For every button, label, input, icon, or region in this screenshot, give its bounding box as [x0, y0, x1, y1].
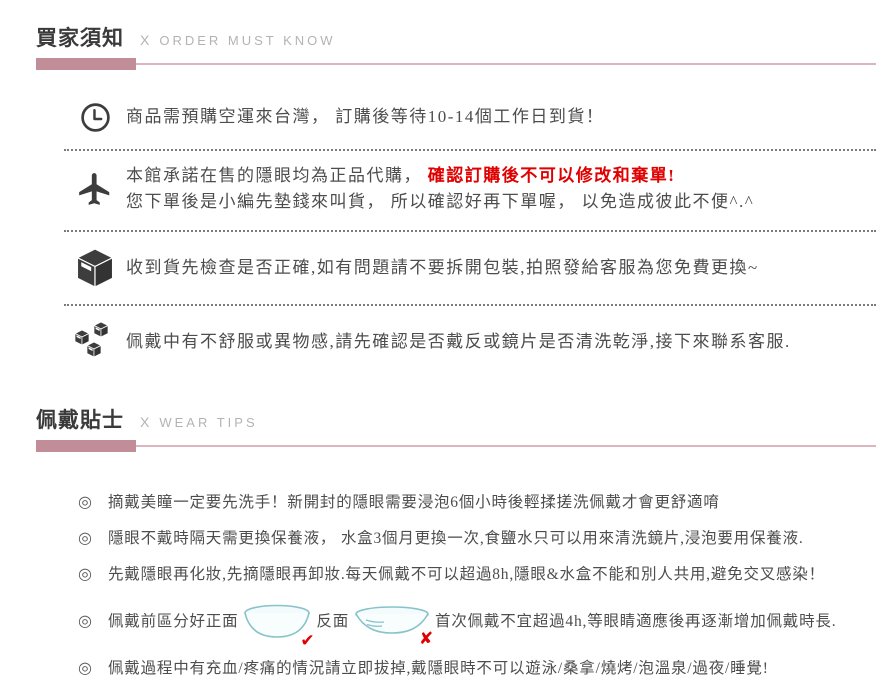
- notice-line1-black: 本館承諾在售的隱眼均為正品代購，: [126, 166, 428, 185]
- wear-tips-header: 佩戴貼士 X WEAR TIPS: [36, 404, 876, 452]
- notice-line2: 您下單後是小編先墊錢來叫貨， 所以確認好再下單喔， 以免造成彼此不便^.^: [126, 192, 755, 212]
- wear-tips-subtitle: WEAR TIPS: [159, 414, 258, 430]
- package-boxes-icon: [64, 321, 126, 362]
- tip-makeup-order: ◎ 先戴隱眼再化妝,先摘隱眼再卸妝.每天佩戴不可以超過8h,隱眼&水盒不能和別人…: [78, 562, 864, 588]
- notice-item-check-goods: 收到貨先檢查是否正確,如有問題請不要拆開包裝,拍照發給客服為您免費更換~: [64, 232, 876, 304]
- buyer-notice-section: 買家須知 X ORDER MUST KNOW 商品需預購空運來台灣， 訂購後等待…: [0, 22, 880, 378]
- clock-icon: [64, 101, 126, 134]
- double-circle-bullet: ◎: [78, 612, 92, 630]
- package-box-icon: [64, 248, 126, 287]
- tip4-text-after: 首次佩戴不宜超過4h,等眼睛適應後再逐漸增加佩戴時長.: [435, 613, 837, 631]
- tip-text: 先戴隱眼再化妝,先摘隱眼再卸妝.每天佩戴不可以超過8h,隱眼&水盒不能和別人共用…: [108, 566, 825, 584]
- lens-reverse-image: ✘: [352, 605, 433, 647]
- tip-text: 隱眼不戴時隔天需更換保養液， 水盒3個月更換一次,食鹽水只可以用來清洗鏡片,浸泡…: [108, 530, 804, 548]
- accent-bar: [36, 58, 876, 70]
- double-circle-bullet: ◎: [78, 493, 92, 511]
- dotted-divider: [64, 303, 876, 306]
- dotted-divider: [64, 229, 876, 232]
- accent-bar-thick: [36, 439, 136, 452]
- lens-front-image: ✔: [241, 603, 315, 649]
- buyer-notice-header: 買家須知 X ORDER MUST KNOW: [36, 22, 876, 70]
- dotted-divider: [64, 149, 876, 151]
- notice-item-shipping: 商品需預購空運來台灣， 訂購後等待10-14個工作日到貨！: [64, 86, 876, 149]
- notice-list: 商品需預購空運來台灣， 訂購後等待10-14個工作日到貨！ 本館承諾在售的隱眼均…: [64, 86, 876, 378]
- x-mark-icon: ✘: [418, 628, 435, 649]
- tip-text: 佩戴過程中有充血/疼痛的情況請立即拔掉,戴隱眼時不可以遊泳/桑拿/燒烤/泡溫泉/…: [108, 660, 769, 678]
- check-mark-icon: ✔: [300, 630, 316, 651]
- notice-line1-red-warning: 確認訂購後不可以修改和棄單!: [427, 166, 676, 185]
- tips-list: ◎ 摘戴美瞳一定要先洗手！新開封的隱眼需要浸泡6個小時後輕揉搓洗佩戴才會更舒適唷…: [78, 490, 864, 682]
- tip-remove-if-pain: ◎ 佩戴過程中有充血/疼痛的情況請立即拔掉,戴隱眼時不可以遊泳/桑拿/燒烤/泡溫…: [78, 656, 864, 682]
- notice-item-discomfort: 佩戴中有不舒服或異物感,請先確認是否戴反或鏡片是否清洗乾淨,接下來聯系客服.: [64, 306, 876, 378]
- tip4-text-before: 佩戴前區分好正面: [108, 613, 239, 631]
- accent-bar-line: [136, 444, 876, 447]
- double-circle-bullet: ◎: [78, 565, 92, 583]
- double-circle-bullet: ◎: [78, 529, 92, 547]
- notice-text: 佩戴中有不舒服或異物感,請先確認是否戴反或鏡片是否清洗乾淨,接下來聯系客服.: [126, 331, 791, 351]
- tip4-text-middle: 反面: [316, 613, 350, 631]
- buyer-notice-title: 買家須知: [36, 27, 124, 50]
- accent-bar: [36, 439, 876, 452]
- notice-text: 收到貨先檢查是否正確,如有問題請不要拆開包裝,拍照發給客服為您免費更換~: [126, 257, 759, 277]
- tip-wash-hands: ◎ 摘戴美瞳一定要先洗手！新開封的隱眼需要浸泡6個小時後輕揉搓洗佩戴才會更舒適唷: [78, 490, 864, 516]
- tip-text: 摘戴美瞳一定要先洗手！新開封的隱眼需要浸泡6個小時後輕揉搓洗佩戴才會更舒適唷: [108, 494, 720, 512]
- tip-lens-orientation: ◎ 佩戴前區分好正面 ✔ 反面: [78, 598, 864, 649]
- airplane-icon: [64, 169, 126, 209]
- notice-text: 商品需預購空運來台灣， 訂購後等待10-14個工作日到貨！: [126, 107, 605, 127]
- wear-tips-title: 佩戴貼士: [36, 408, 124, 432]
- double-circle-bullet: ◎: [78, 659, 92, 677]
- notice-item-preorder: 本館承諾在售的隱眼均為正品代購， 確認訂購後不可以修改和棄單! 您下單後是小編先…: [64, 151, 876, 230]
- accent-bar-thick: [36, 58, 136, 70]
- title-x-separator: X: [140, 413, 150, 430]
- buyer-notice-subtitle: ORDER MUST KNOW: [159, 33, 336, 48]
- tip-text: 佩戴前區分好正面 ✔ 反面: [108, 603, 837, 649]
- notice-text: 本館承諾在售的隱眼均為正品代購， 確認訂購後不可以修改和棄單! 您下單後是小編先…: [126, 163, 754, 216]
- tip-solution-change: ◎ 隱眼不戴時隔天需更換保養液， 水盒3個月更換一次,食鹽水只可以用來清洗鏡片,…: [78, 526, 864, 552]
- wear-tips-section: 佩戴貼士 X WEAR TIPS ◎ 摘戴美瞳一定要先洗手！新開封的隱眼需要浸泡…: [0, 404, 880, 682]
- title-x-separator: X: [140, 32, 150, 48]
- accent-bar-line: [136, 63, 876, 65]
